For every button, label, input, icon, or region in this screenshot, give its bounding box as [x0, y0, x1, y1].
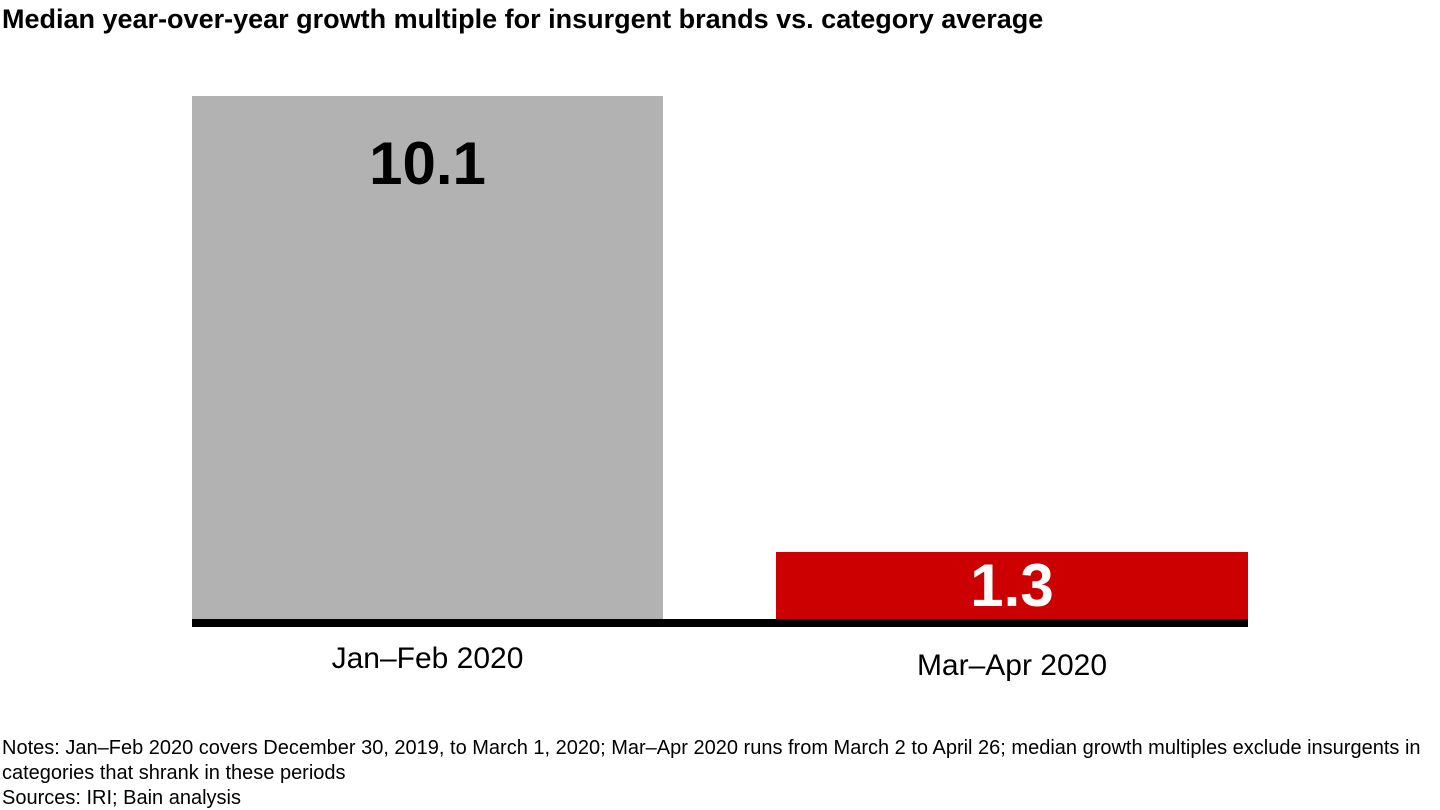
footnotes: Notes: Jan–Feb 2020 covers December 30, … — [2, 736, 1438, 810]
bar-jan-feb-2020: 10.1 — [192, 96, 663, 619]
x-axis-baseline — [192, 619, 1248, 627]
notes-text: Notes: Jan–Feb 2020 covers December 30, … — [2, 737, 1421, 784]
x-axis-label-jan-feb-2020: Jan–Feb 2020 — [331, 642, 524, 675]
sources-text: Sources: IRI; Bain analysis — [2, 787, 241, 809]
chart-title: Median year-over-year growth multiple fo… — [2, 4, 1044, 34]
bar-chart-plot-area: 10.1 1.3 Jan–Feb 2020 Mar–Apr 2020 — [192, 96, 1248, 682]
bar-mar-apr-2020: 1.3 — [776, 552, 1248, 619]
bar-value-label-jan-feb-2020: 10.1 — [369, 130, 486, 197]
x-axis-label-mar-apr-2020: Mar–Apr 2020 — [916, 649, 1108, 682]
bar-value-label-mar-apr-2020: 1.3 — [970, 551, 1054, 619]
